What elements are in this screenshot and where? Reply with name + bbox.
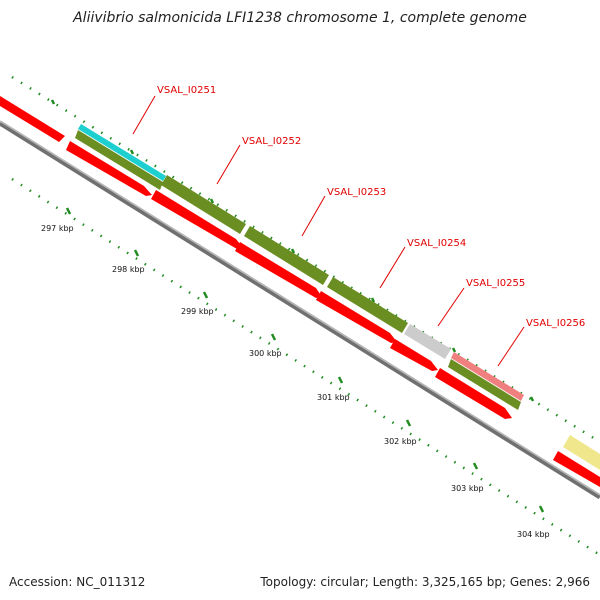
trna-feature (78, 124, 166, 181)
accession-text: Accession: NC_011312 (9, 575, 146, 589)
gene-label: VSAL_I0254 (407, 238, 466, 249)
scale-label: 299 kbp (181, 307, 214, 316)
scale-label: 300 kbp (249, 349, 282, 358)
cds-track (0, 96, 600, 487)
cds-feature (316, 291, 397, 343)
cds-feature (0, 96, 65, 142)
cds-feature (435, 368, 512, 419)
cds-feature (390, 339, 438, 371)
gene-feature (327, 277, 408, 333)
rrna-feature (451, 352, 524, 401)
scale-label: 302 kbp (384, 437, 417, 446)
cds-feature (553, 451, 600, 487)
cds-feature (66, 141, 152, 196)
pseudo-feature (404, 324, 451, 359)
gene-feature (161, 175, 246, 234)
backbone-line (0, 120, 600, 500)
inner-tick-row (11, 177, 600, 557)
gene-label: VSAL_I0252 (242, 136, 301, 147)
scale-label: 301 kbp (317, 393, 350, 402)
scale-label: 303 kbp (451, 484, 484, 493)
cds-feature (235, 242, 322, 298)
scale-label: 297 kbp (41, 224, 74, 233)
gene-label-leaders (132, 95, 525, 367)
scale-label: 304 kbp (517, 530, 550, 539)
gene-label: VSAL_I0251 (157, 85, 216, 96)
genome-summary: Topology: circular; Length: 3,325,165 bp… (260, 575, 590, 589)
outer-major-ticks (50, 99, 535, 402)
inner-major-ticks (65, 207, 545, 513)
map-title: Aliivibrio salmonicida LFI1238 chromosom… (73, 10, 527, 26)
scale-label: 298 kbp (112, 265, 145, 274)
gene-label: VSAL_I0255 (466, 278, 525, 289)
gene-track (75, 124, 600, 470)
gene-feature (448, 359, 521, 410)
outer-tick-row (11, 75, 600, 444)
gene-feature (244, 226, 329, 285)
gene-feature (75, 130, 163, 190)
gene-label: VSAL_I0256 (526, 318, 585, 329)
gene-label: VSAL_I0253 (327, 187, 386, 198)
cds-feature (151, 190, 243, 249)
misc-feature (563, 435, 600, 470)
backbone-highlight (0, 120, 600, 496)
